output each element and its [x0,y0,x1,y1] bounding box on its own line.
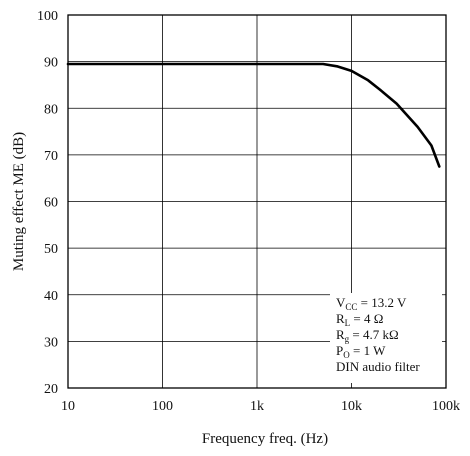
y-tick-label: 90 [44,56,58,71]
x-tick-labels: 10 100 1k 10k 100k [61,399,460,414]
condition-line: Rg = 4.7 kΩ [336,327,399,344]
y-tick-label: 70 [44,149,58,164]
condition-line: VCC = 13.2 V [336,295,407,312]
y-tick-label: 50 [44,242,58,257]
series-line-0 [66,62,441,168]
plot-frame [67,14,447,389]
conditions-box-background [330,293,442,383]
x-axis-label: Frequency freq. (Hz) [202,431,328,447]
x-tick-label: 10 [61,399,75,414]
condition-line: RL = 4 Ω [336,311,383,328]
y-tick-label: 60 [44,196,58,211]
y-axis-label: Muting effect ME (dB) [11,132,27,271]
y-tick-label: 30 [44,335,58,350]
y-tick-label: 40 [44,289,58,304]
x-tick-label: 100k [432,399,460,414]
x-tick-label: 100 [152,399,173,414]
condition-line: PO = 1 W [336,343,386,360]
x-tick-label: 10k [341,399,362,414]
series-group [66,62,441,168]
x-tick-label: 1k [250,399,264,414]
condition-line: DIN audio filter [336,359,420,374]
y-tick-label: 100 [37,9,58,24]
y-tick-label: 80 [44,102,58,117]
y-tick-label: 20 [44,382,58,397]
y-tick-labels: 20 30 40 50 60 70 80 90 100 [37,9,58,397]
